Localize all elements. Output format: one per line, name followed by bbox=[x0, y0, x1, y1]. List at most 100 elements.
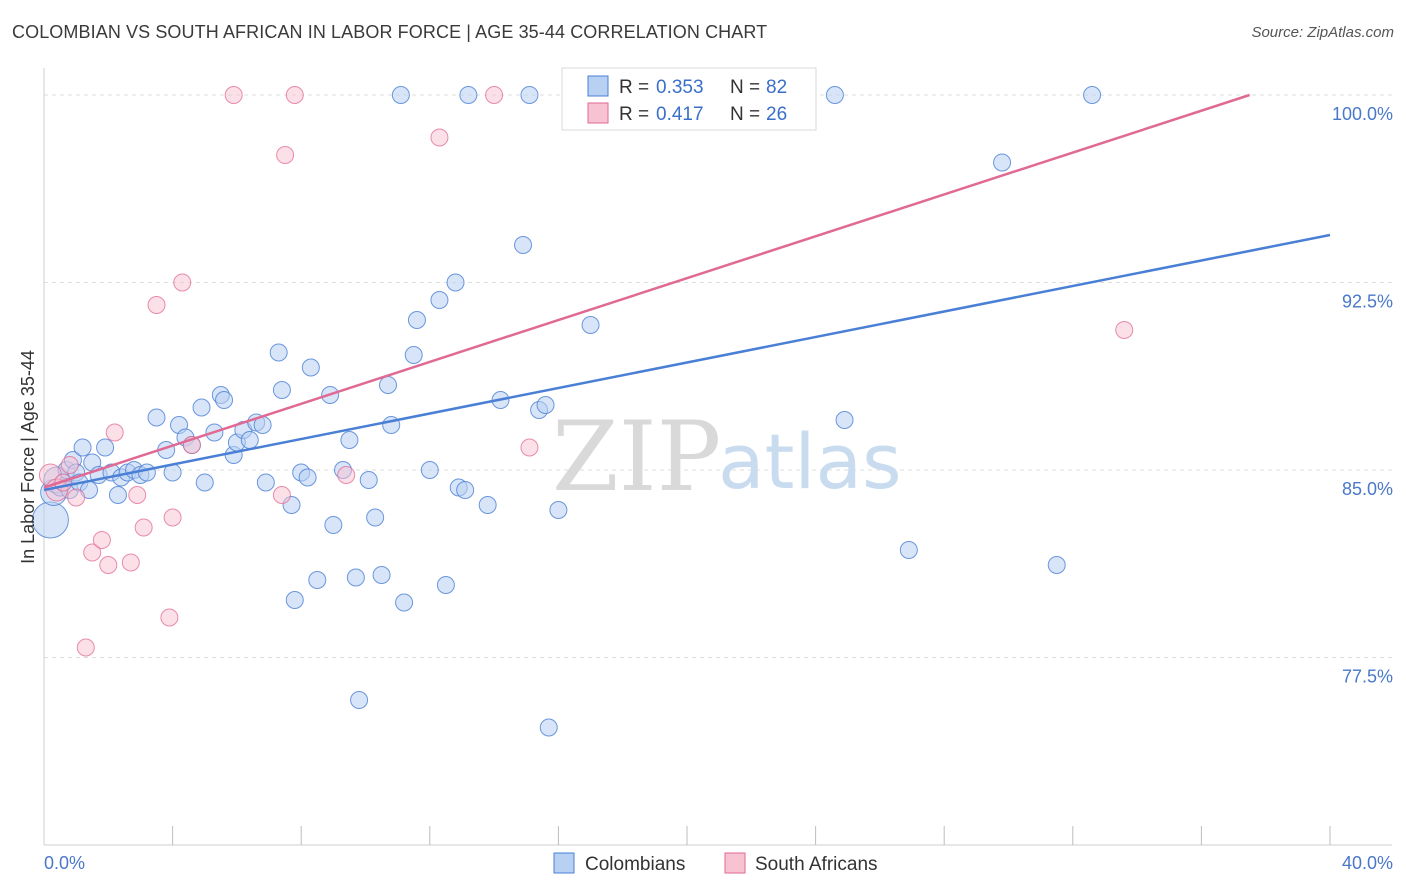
colombians-point bbox=[269, 343, 288, 362]
colombians-point bbox=[301, 358, 320, 377]
y-axis-tick-labels: 77.5% 85.0% 92.5% 100.0% bbox=[1332, 104, 1393, 687]
legend-r-value-1: 0.353 bbox=[656, 77, 704, 98]
colombians-point bbox=[407, 311, 426, 329]
colombians-point bbox=[256, 473, 275, 492]
source-label: Source: ZipAtlas.com bbox=[1251, 24, 1394, 41]
colombians-point bbox=[108, 486, 127, 504]
colombians-point bbox=[825, 86, 844, 104]
south-africans-points bbox=[38, 86, 1134, 657]
colombians-point bbox=[96, 438, 115, 457]
chart-title: COLOMBIAN VS SOUTH AFRICAN IN LABOR FORC… bbox=[12, 22, 768, 42]
bottom-legend: Colombians South Africans bbox=[553, 852, 878, 875]
colombians-point bbox=[137, 463, 156, 482]
south-africans-point bbox=[67, 488, 86, 507]
colombians-point bbox=[359, 471, 378, 489]
south-africans-point bbox=[272, 486, 291, 504]
bottom-legend-swatch-south-africans bbox=[724, 852, 746, 874]
legend-n-label-1: N = bbox=[730, 77, 760, 98]
colombians-point bbox=[391, 86, 410, 104]
trend-lines bbox=[43, 93, 1331, 492]
colombians-point bbox=[285, 591, 304, 609]
y-tick-label: 77.5% bbox=[1342, 667, 1393, 687]
colombians-point bbox=[539, 718, 558, 737]
colombians-point bbox=[395, 593, 414, 612]
colombians-point bbox=[366, 508, 385, 527]
south-africans-point bbox=[76, 638, 95, 657]
south-africans-point bbox=[337, 466, 356, 484]
colombians-point bbox=[346, 568, 365, 587]
south-africans-point bbox=[60, 456, 79, 474]
colombians-point bbox=[215, 391, 234, 409]
legend-n-value-1: 82 bbox=[766, 77, 787, 98]
y-tick-label: 100.0% bbox=[1332, 104, 1393, 124]
colombians-trend-line bbox=[43, 233, 1331, 492]
colombians-point bbox=[372, 566, 391, 584]
colombians-point bbox=[835, 411, 854, 429]
colombians-points bbox=[31, 86, 1102, 737]
south-africans-point bbox=[92, 531, 111, 549]
colombians-point bbox=[308, 571, 327, 589]
bottom-legend-colombians: Colombians bbox=[585, 854, 685, 875]
colombians-point bbox=[514, 236, 533, 254]
colombians-point bbox=[456, 481, 475, 499]
south-africans-point bbox=[105, 423, 124, 442]
colombians-point bbox=[536, 396, 555, 414]
colombians-point bbox=[379, 376, 398, 394]
south-africans-point bbox=[128, 486, 147, 504]
south-africans-point bbox=[276, 146, 295, 164]
colombians-point bbox=[147, 408, 166, 427]
legend-swatch-pink bbox=[587, 102, 609, 124]
legend: R = 0.353 N = 82 R = 0.417 N = 26 bbox=[561, 67, 817, 131]
colombians-point bbox=[420, 461, 439, 479]
colombians-point bbox=[549, 501, 568, 519]
colombians-point bbox=[520, 86, 539, 104]
x-tick-label-min: 0.0% bbox=[44, 853, 85, 873]
colombians-point bbox=[192, 398, 211, 417]
y-axis-label: In Labor Force | Age 35-44 bbox=[18, 350, 38, 564]
grid-lines bbox=[44, 94, 1392, 658]
legend-r-label-2: R = bbox=[619, 104, 649, 125]
legend-n-value-2: 26 bbox=[766, 104, 787, 125]
colombians-point bbox=[272, 381, 291, 399]
south-africans-point bbox=[224, 86, 243, 104]
south-africans-point bbox=[134, 518, 153, 537]
south-africans-trend-line bbox=[43, 93, 1251, 489]
colombians-point bbox=[446, 273, 465, 292]
colombians-point bbox=[1047, 556, 1066, 574]
south-africans-point bbox=[520, 438, 539, 457]
watermark-atlas: atlas bbox=[718, 417, 902, 506]
south-africans-point bbox=[160, 608, 179, 627]
colombians-point bbox=[240, 431, 259, 449]
colombians-point bbox=[899, 541, 918, 559]
south-africans-point bbox=[147, 296, 166, 314]
colombians-point bbox=[73, 438, 92, 457]
watermark-zip: ZIP bbox=[552, 401, 721, 513]
colombians-point bbox=[581, 316, 600, 334]
south-africans-point bbox=[1115, 321, 1134, 339]
colombians-point bbox=[993, 153, 1012, 172]
watermark: ZIP atlas bbox=[552, 401, 902, 513]
south-africans-point bbox=[285, 86, 304, 104]
colombians-point bbox=[324, 516, 343, 534]
colombians-point bbox=[436, 576, 455, 594]
south-africans-point bbox=[485, 86, 504, 104]
colombians-point bbox=[430, 291, 449, 309]
legend-r-value-2: 0.417 bbox=[656, 104, 704, 125]
colombians-point bbox=[350, 691, 369, 709]
y-tick-label: 85.0% bbox=[1342, 479, 1393, 499]
colombians-point bbox=[459, 86, 478, 104]
south-africans-point bbox=[83, 543, 102, 562]
legend-swatch-blue bbox=[587, 75, 609, 97]
south-africans-point bbox=[99, 556, 118, 574]
south-africans-point bbox=[163, 508, 182, 527]
bottom-legend-south-africans: South Africans bbox=[755, 854, 878, 875]
x-axis-ticks bbox=[172, 826, 1331, 845]
colombians-point bbox=[478, 496, 497, 514]
bottom-legend-swatch-colombians bbox=[553, 852, 575, 874]
south-africans-point bbox=[173, 273, 192, 292]
south-africans-point bbox=[430, 128, 449, 147]
y-tick-label: 92.5% bbox=[1342, 292, 1393, 312]
legend-r-label-1: R = bbox=[619, 77, 649, 98]
legend-n-label-2: N = bbox=[730, 104, 760, 125]
